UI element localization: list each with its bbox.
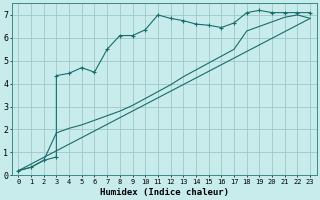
X-axis label: Humidex (Indice chaleur): Humidex (Indice chaleur) xyxy=(100,188,229,197)
